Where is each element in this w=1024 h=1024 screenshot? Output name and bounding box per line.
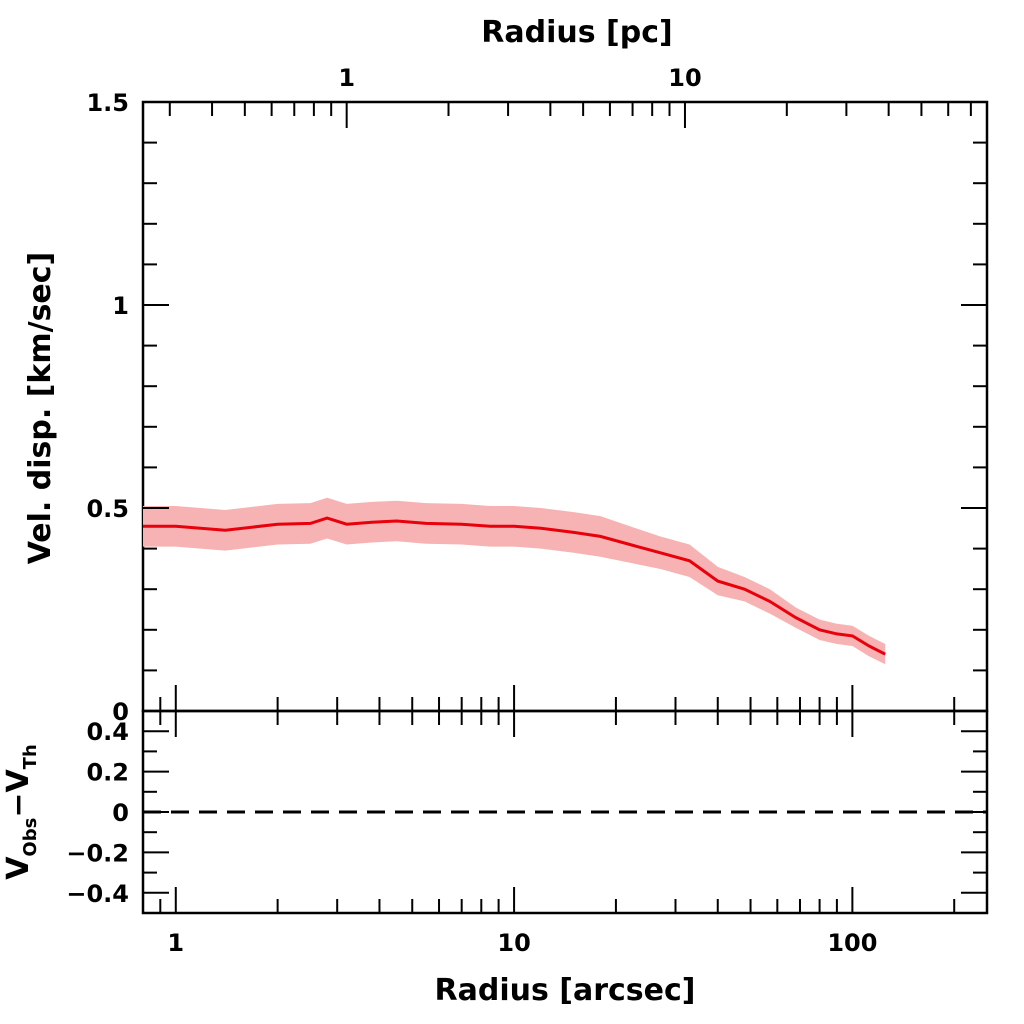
residual-y-tick-label: −0.2 (66, 839, 129, 867)
y-tick-label: 1 (112, 292, 129, 320)
top-x-tick-label: 10 (668, 64, 701, 92)
bottom-panel: 1 10 100 0.4 0.2 0 −0.2 −0.4 Radius [arcsec] VO… (1, 709, 989, 1008)
dispersion-line (143, 516, 886, 656)
y-tick-label: 1.5 (86, 89, 129, 117)
top-panel-frame (141, 100, 989, 713)
top-x-axis-label: Radius [pc] (481, 15, 672, 50)
bottom-x-axis-label: Radius [arcsec] (435, 973, 696, 1008)
top-panel-ticks: 0 0.5 1 1.5 1 10 (86, 64, 987, 726)
top-x-tick-label: 1 (338, 64, 355, 92)
x-tick-label: 10 (497, 929, 530, 957)
residual-y-axis-label: VObs−VTh (1, 744, 41, 880)
residual-y-tick-label: −0.4 (66, 880, 129, 908)
x-tick-label: 100 (827, 929, 877, 957)
y-tick-label: 0.5 (86, 495, 129, 523)
y-axis-label: Vel. disp. [km/sec] (23, 252, 58, 565)
bottom-panel-ticks: 1 10 100 0.4 0.2 0 −0.2 −0.4 (66, 710, 987, 957)
top-panel: 0 0.5 1 1.5 1 10 Radius [pc] Vel. disp. [km/s… (23, 15, 989, 726)
y-tick-label: 0 (112, 698, 129, 726)
dispersion-error-band (143, 497, 886, 665)
residual-y-tick-label: 0 (112, 799, 129, 827)
residual-y-tick-label: 0.4 (86, 718, 129, 746)
x-tick-label: 1 (167, 929, 184, 957)
residual-y-tick-label: 0.2 (86, 759, 129, 787)
